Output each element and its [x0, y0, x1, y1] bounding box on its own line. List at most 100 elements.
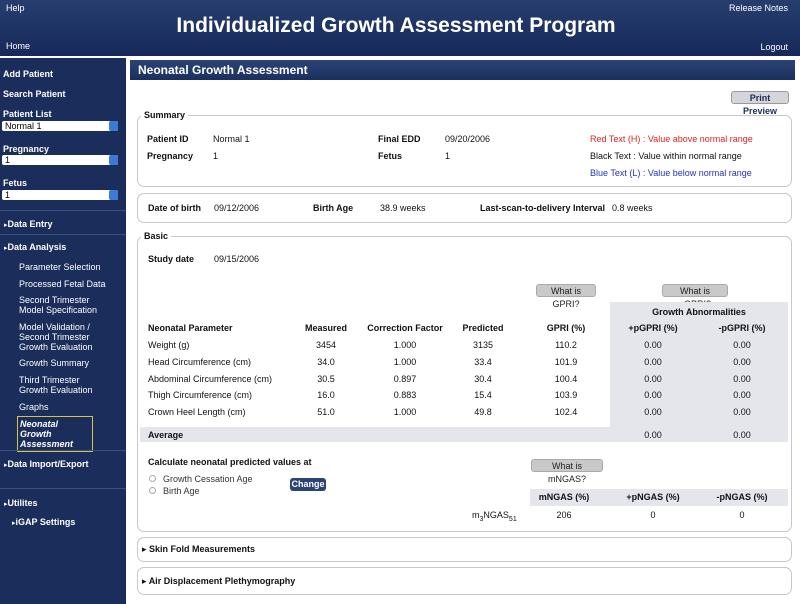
nav-link[interactable]: Search Patient: [3, 89, 66, 99]
select-value: 1: [5, 155, 11, 165]
cell: 0: [650, 510, 656, 520]
pregnancy-select[interactable]: 1: [2, 155, 118, 165]
cell: 0.00: [644, 407, 662, 418]
column-header: mNGAS (%): [538, 492, 590, 502]
ngas-header-band: [530, 489, 788, 506]
subscript: 3: [479, 515, 484, 523]
nav-group[interactable]: Data Analysis: [4, 242, 67, 252]
collapsed-section[interactable]: [137, 567, 792, 595]
field-label: Fetus: [378, 151, 403, 161]
basic-box: [137, 236, 792, 532]
cell: 0.00: [644, 430, 662, 440]
cell: 1.000: [393, 340, 417, 350]
nav-item[interactable]: Model Validation / Second Trimester Grow…: [19, 322, 93, 352]
nav-item-active[interactable]: Neonatal Growth Assessment: [17, 416, 93, 452]
cell: 0.883: [393, 390, 417, 401]
cell: 101.9: [554, 356, 578, 367]
cell: 49.8: [474, 407, 492, 418]
field-label: Pregnancy: [147, 151, 194, 161]
cell: 34.0: [317, 356, 335, 367]
cell: 0.00: [733, 340, 751, 350]
nav-item[interactable]: Processed Fetal Data: [19, 279, 106, 289]
section-toggle[interactable]: ▸ Skin Fold Measurements: [142, 544, 255, 555]
section-legend: Basic: [141, 231, 172, 241]
select-value: Normal 1: [5, 121, 42, 131]
cell: 103.9: [554, 390, 578, 401]
nav-group[interactable]: Data Entry: [4, 219, 53, 229]
field-label: Final EDD: [378, 134, 421, 144]
radio[interactable]: [149, 487, 156, 494]
field-value: 38.9 weeks: [380, 203, 426, 213]
cell: 102.4: [554, 407, 578, 418]
column-header: +pNGAS (%): [626, 492, 680, 502]
page-title: Neonatal Growth Assessment: [130, 60, 795, 80]
radio[interactable]: [149, 475, 156, 482]
change-button[interactable]: Change: [290, 478, 326, 491]
cell: 1.000: [393, 407, 417, 418]
cell: 0.00: [644, 340, 662, 350]
select-arrow: [109, 190, 118, 200]
nav-group[interactable]: Data Import/Export: [4, 459, 89, 469]
help-button[interactable]: What is GPRI?: [536, 284, 596, 309]
legend-blue: Blue Text (L) : Value below normal range: [590, 168, 752, 178]
cell: 0.00: [733, 430, 751, 440]
collapsed-section[interactable]: [137, 537, 792, 562]
column-header: Predicted: [462, 323, 504, 333]
subscript: 51: [508, 515, 517, 523]
nav-group[interactable]: Utilites: [4, 498, 38, 508]
section-toggle[interactable]: ▸ Air Displacement Plethymography: [142, 576, 295, 587]
nav-item[interactable]: iGAP Settings: [12, 517, 76, 527]
radio-label[interactable]: Birth Age: [163, 486, 200, 496]
legend-red: Red Text (H) : Value above normal range: [590, 134, 753, 144]
label-part: m: [472, 510, 480, 520]
home-link[interactable]: Home: [6, 41, 31, 51]
row-label: Thigh Circumference (cm): [148, 390, 253, 401]
select-arrow: [109, 155, 118, 165]
cell: 30.4: [474, 373, 492, 384]
release-notes-link[interactable]: Release Notes: [728, 3, 788, 13]
separator: [0, 234, 126, 235]
cell: 3454: [315, 340, 337, 350]
patient-select[interactable]: Normal 1: [2, 121, 118, 131]
print-preview-button[interactable]: Print Preview: [731, 91, 789, 116]
nav-link[interactable]: Add Patient: [3, 69, 54, 79]
column-header: Correction Factor: [367, 323, 443, 333]
field-value: 1: [213, 151, 219, 161]
nav-item[interactable]: Third Trimester Growth Evaluation: [19, 375, 93, 395]
help-button[interactable]: What is pGPRI?: [662, 284, 728, 309]
cell: 0.897: [393, 373, 417, 384]
cell: 0.00: [644, 356, 662, 367]
row-label: Abdominal Circumference (cm): [148, 373, 273, 384]
cell: 16.0: [317, 390, 335, 401]
app-title: Individualized Growth Assessment Program: [176, 14, 616, 37]
nav-item[interactable]: Parameter Selection: [19, 262, 101, 272]
legend-black: Black Text : Value within normal range: [590, 151, 742, 161]
cell: 1.000: [393, 356, 417, 367]
cell: 15.4: [474, 390, 492, 401]
group-header: Growth Abnormalities: [652, 307, 746, 317]
nav-item[interactable]: Second Trimester Model Specification: [19, 295, 98, 315]
row-label: Weight (g): [148, 340, 190, 350]
nav-item[interactable]: Growth Summary: [19, 358, 90, 368]
column-header: -pGPRI (%): [718, 323, 766, 333]
arrow: ▸: [142, 544, 150, 554]
field-value: Normal 1: [213, 134, 250, 144]
field-label: Date of birth: [148, 203, 201, 213]
separator: [0, 450, 126, 451]
cell: 0: [739, 510, 745, 520]
fetus-select[interactable]: 1: [2, 190, 118, 200]
nav-item[interactable]: Graphs: [19, 402, 49, 412]
field-value: 0.8 weeks: [612, 203, 653, 213]
section-legend: Summary: [141, 110, 189, 120]
column-header: Measured: [304, 323, 348, 333]
row-label: Average: [148, 430, 184, 440]
help-button[interactable]: What is mNGAS?: [531, 459, 603, 484]
calc-prompt: Calculate neonatal predicted values at: [148, 457, 312, 467]
column-header: -pNGAS (%): [716, 492, 768, 502]
section-title: Skin Fold Measurements: [149, 544, 256, 554]
select-arrow: [109, 121, 118, 131]
radio-label[interactable]: Growth Cessation Age: [163, 474, 253, 484]
help-link[interactable]: Help: [6, 3, 25, 13]
select-label: Fetus: [3, 178, 28, 188]
logout-link[interactable]: Logout: [760, 42, 788, 52]
